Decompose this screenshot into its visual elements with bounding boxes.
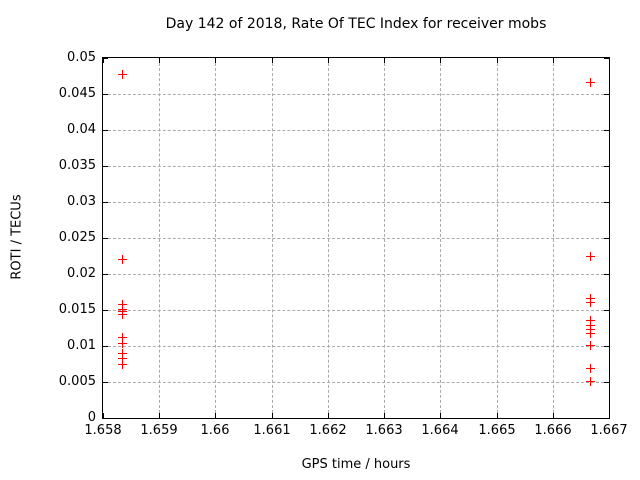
x-tick-mark (440, 58, 441, 63)
y-tick-mark (103, 130, 108, 131)
x-tick-label: 1.662 (309, 423, 347, 438)
x-tick-label: 1.66 (200, 423, 230, 438)
data-point-marker (585, 340, 595, 350)
x-axis-label: GPS time / hours (301, 457, 411, 472)
data-point-marker (118, 69, 128, 79)
x-tick-mark (609, 58, 610, 63)
x-tick-mark (553, 413, 554, 418)
data-point-marker (118, 339, 128, 349)
x-tick-mark (159, 413, 160, 418)
x-tick-mark (384, 58, 385, 63)
x-tick-mark (440, 413, 441, 418)
x-tick-label: 1.659 (140, 423, 178, 438)
x-tick-mark (272, 413, 273, 418)
y-tick-mark (604, 166, 609, 167)
y-tick-mark (103, 382, 108, 383)
data-point-marker (585, 77, 595, 87)
y-tick-mark (604, 310, 609, 311)
data-point-marker (118, 254, 128, 264)
y-tick-mark (103, 310, 108, 311)
horizontal-gridline (103, 238, 609, 239)
y-tick-mark (604, 58, 609, 59)
y-tick-label: 0.05 (67, 50, 96, 65)
y-tick-mark (604, 130, 609, 131)
data-point-marker (118, 332, 128, 342)
y-tick-label: 0.025 (58, 230, 96, 245)
x-tick-label: 1.661 (253, 423, 291, 438)
y-tick-mark (103, 346, 108, 347)
y-tick-label: 0.045 (58, 86, 96, 101)
y-tick-mark (103, 274, 108, 275)
data-point-marker (585, 316, 595, 326)
x-tick-mark (328, 413, 329, 418)
horizontal-gridline (103, 166, 609, 167)
horizontal-gridline (103, 94, 609, 95)
x-tick-label: 1.664 (421, 423, 459, 438)
x-tick-mark (103, 58, 104, 63)
y-tick-mark (103, 418, 108, 419)
horizontal-gridline (103, 130, 609, 131)
horizontal-gridline (103, 202, 609, 203)
x-tick-mark (497, 413, 498, 418)
data-point-marker (118, 353, 128, 363)
data-point-marker (585, 363, 595, 373)
x-tick-mark (159, 58, 160, 63)
x-tick-label: 1.666 (534, 423, 572, 438)
y-tick-mark (103, 58, 108, 59)
y-tick-mark (103, 202, 108, 203)
y-tick-mark (604, 238, 609, 239)
horizontal-gridline (103, 346, 609, 347)
horizontal-gridline (103, 310, 609, 311)
y-tick-label: 0.04 (67, 122, 96, 137)
x-tick-label: 1.665 (478, 423, 516, 438)
y-tick-mark (604, 274, 609, 275)
x-tick-label: 1.667 (590, 423, 628, 438)
x-tick-label: 1.658 (84, 423, 122, 438)
data-point-marker (585, 298, 595, 308)
plot-area (102, 57, 610, 419)
x-tick-mark (215, 413, 216, 418)
chart-title: Day 142 of 2018, Rate Of TEC Index for r… (165, 16, 547, 32)
x-tick-mark (497, 58, 498, 63)
x-tick-mark (328, 58, 329, 63)
x-tick-mark (215, 58, 216, 63)
y-tick-mark (604, 202, 609, 203)
data-point-marker (118, 360, 128, 369)
data-point-marker (585, 377, 595, 387)
y-tick-mark (103, 166, 108, 167)
y-tick-labels: 0 0.005 0.01 0.015 0.02 0.025 0.03 0.035 0.04 0.0… (0, 50, 96, 425)
y-tick-label: 0.03 (67, 194, 96, 209)
y-tick-mark (103, 238, 108, 239)
y-tick-label: 0.02 (67, 266, 96, 281)
plot-canvas (103, 58, 610, 419)
data-point-marker (585, 329, 595, 339)
data-point-marker (118, 310, 128, 320)
x-tick-mark (272, 58, 273, 63)
y-tick-mark (604, 94, 609, 95)
y-tick-mark (604, 418, 609, 419)
data-point-marker (585, 252, 595, 261)
y-tick-mark (604, 346, 609, 347)
x-tick-labels: 1.658 1.659 1.66 1.661 1.662 1.663 1.664 1.665 1… (84, 423, 627, 441)
horizontal-gridline (103, 382, 609, 383)
x-tick-mark (553, 58, 554, 63)
y-tick-label: 0.005 (58, 374, 96, 389)
horizontal-gridline (103, 274, 609, 275)
y-tick-label: 0.01 (67, 338, 96, 353)
y-tick-mark (604, 382, 609, 383)
x-tick-mark (384, 413, 385, 418)
x-tick-mark (103, 413, 104, 418)
y-tick-label: 0.035 (58, 158, 96, 173)
x-tick-label: 1.663 (365, 423, 403, 438)
y-tick-mark (103, 94, 108, 95)
y-tick-label: 0.015 (58, 302, 96, 317)
data-point-marker (118, 300, 128, 310)
y-tick-label: 0 (87, 410, 96, 425)
x-tick-mark (609, 413, 610, 418)
